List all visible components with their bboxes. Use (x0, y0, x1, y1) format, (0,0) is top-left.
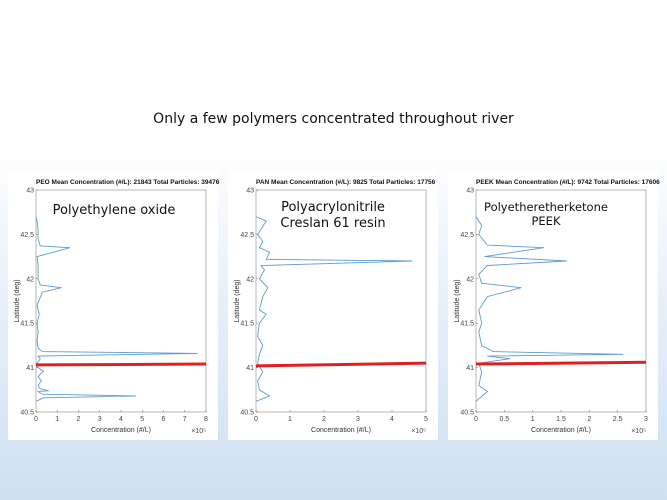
x-axis-exponent: ×10⁵ (631, 428, 646, 435)
x-tick-label: 1 (531, 416, 535, 423)
x-tick-label: 6 (162, 416, 166, 423)
x-tick-label: 1 (288, 416, 292, 423)
y-tick-label: 41.5 (20, 321, 34, 328)
x-tick-label: 2 (77, 416, 81, 423)
chart-title: PEO Mean Concentration (#/L): 21843 Tota… (36, 179, 220, 186)
overlay-label-peo: Polyethylene oxide (44, 203, 184, 219)
reference-line (255, 361, 427, 368)
overlay-label-peek: Polyetheretherketone PEEK (476, 200, 616, 229)
chart-panel-pan: PAN Mean Concentration (#/L): 9825 Total… (228, 170, 438, 440)
y-tick-label: 42.5 (240, 232, 254, 239)
y-tick-label: 40.5 (460, 410, 474, 417)
x-tick-label: 3 (644, 416, 648, 423)
x-axis-label: Concentration (#/L) (91, 427, 151, 434)
y-tick-label: 41 (26, 365, 34, 372)
y-tick-label: 42 (466, 276, 474, 283)
series-line (35, 216, 198, 402)
x-tick-label: 2.5 (613, 416, 623, 423)
overlay-line: Polyethylene oxide (52, 203, 176, 218)
x-axis-label: Concentration (#/L) (311, 427, 371, 434)
plot-area (35, 189, 207, 413)
y-tick-label: 41.5 (460, 321, 474, 328)
y-tick-label: 41 (246, 365, 254, 372)
plot-area (255, 189, 427, 413)
x-tick-label: 1 (55, 416, 59, 423)
overlay-line: Creslan 61 resin (280, 216, 386, 232)
chart-title: PAN Mean Concentration (#/L): 9825 Total… (256, 179, 436, 186)
x-tick-label: 7 (183, 416, 187, 423)
y-tick-label: 42 (246, 276, 254, 283)
x-tick-label: 3 (356, 416, 360, 423)
y-axis-label: Latitude (deg) (14, 279, 21, 322)
y-axis-label: Latitude (deg) (234, 279, 241, 322)
reference-line (35, 362, 207, 367)
x-axis-exponent: ×10⁵ (411, 428, 426, 435)
chart-pan: PAN Mean Concentration (#/L): 9825 Total… (234, 179, 436, 435)
x-axis-exponent: ×10⁵ (191, 428, 206, 435)
x-tick-label: 8 (204, 416, 208, 423)
y-tick-label: 43 (246, 188, 254, 195)
x-tick-label: 5 (424, 416, 428, 423)
x-axis-label: Concentration (#/L) (531, 427, 591, 434)
x-tick-label: 0.5 (499, 416, 509, 423)
x-tick-label: 4 (119, 416, 123, 423)
x-tick-label: 0 (254, 416, 258, 423)
series-line (255, 216, 413, 402)
x-tick-label: 2 (322, 416, 326, 423)
overlay-line: Polyacrylonitrile (281, 200, 385, 215)
y-tick-label: 42 (26, 276, 34, 283)
y-tick-label: 40.5 (240, 410, 254, 417)
chart-title: PEEK Mean Concentration (#/L): 9742 Tota… (476, 179, 660, 186)
chart-panel-peek: PEEK Mean Concentration (#/L): 9742 Tota… (448, 170, 660, 440)
overlay-line: PEEK (531, 214, 561, 229)
y-tick-label: 43 (466, 188, 474, 195)
x-tick-label: 0 (34, 416, 38, 423)
y-tick-label: 40.5 (20, 410, 34, 417)
x-tick-label: 1.5 (556, 416, 566, 423)
x-tick-label: 5 (140, 416, 144, 423)
y-tick-label: 42.5 (20, 232, 34, 239)
y-tick-label: 41.5 (240, 321, 254, 328)
y-tick-label: 42.5 (460, 232, 474, 239)
x-tick-label: 4 (390, 416, 394, 423)
chart-peo: PEO Mean Concentration (#/L): 21843 Tota… (14, 179, 220, 435)
y-tick-label: 41 (466, 365, 474, 372)
chart-panel-peo: PEO Mean Concentration (#/L): 21843 Tota… (8, 170, 220, 440)
overlay-label-pan: Polyacrylonitrile Creslan 61 resin (258, 200, 408, 233)
x-tick-label: 3 (98, 416, 102, 423)
x-tick-label: 2 (587, 416, 591, 423)
overlay-line: Polyetheretherketone (484, 200, 608, 214)
y-tick-label: 43 (26, 188, 34, 195)
chart-peek: PEEK Mean Concentration (#/L): 9742 Tota… (454, 179, 660, 435)
reference-line (475, 360, 647, 366)
x-tick-label: 0 (474, 416, 478, 423)
y-axis-label: Latitude (deg) (454, 279, 461, 322)
slide-title: Only a few polymers concentrated through… (153, 111, 514, 127)
plot-area (475, 189, 647, 413)
